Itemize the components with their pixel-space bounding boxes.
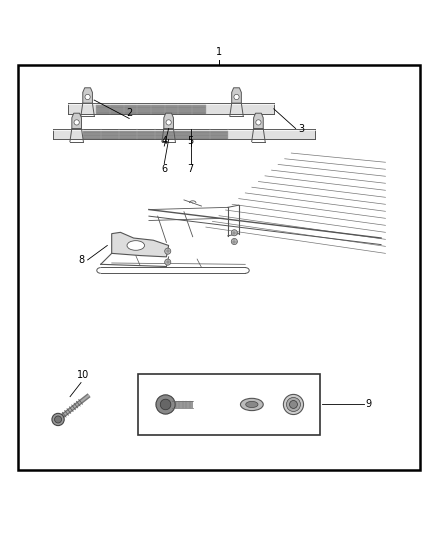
Text: 8: 8 [78, 255, 84, 265]
Bar [138, 374, 320, 435]
Ellipse shape [246, 401, 258, 408]
Circle shape [156, 395, 175, 414]
Circle shape [290, 400, 297, 408]
Bar [206, 103, 274, 114]
Bar [228, 128, 315, 140]
Circle shape [234, 94, 239, 100]
Circle shape [231, 238, 237, 245]
Bar [83, 129, 228, 139]
Circle shape [283, 394, 304, 415]
Circle shape [286, 398, 300, 411]
Text: 2: 2 [126, 108, 132, 118]
Text: 4: 4 [161, 136, 167, 146]
Text: 5: 5 [187, 136, 194, 146]
Circle shape [74, 120, 79, 125]
Text: 9: 9 [366, 399, 372, 409]
Ellipse shape [240, 398, 263, 410]
Circle shape [85, 94, 90, 100]
Bar [172, 400, 193, 408]
Circle shape [165, 259, 171, 265]
Polygon shape [112, 232, 169, 257]
Polygon shape [72, 113, 81, 128]
Polygon shape [164, 113, 173, 128]
Bar [96, 103, 206, 114]
Circle shape [166, 120, 171, 125]
Circle shape [55, 416, 62, 423]
Bar [53, 128, 83, 140]
Circle shape [52, 413, 64, 426]
Ellipse shape [127, 241, 145, 251]
Polygon shape [254, 113, 263, 128]
Text: 7: 7 [187, 164, 194, 174]
Text: 3: 3 [298, 124, 304, 134]
Circle shape [165, 248, 171, 254]
Circle shape [160, 399, 171, 410]
Text: 6: 6 [161, 164, 167, 174]
Text: 1: 1 [216, 47, 222, 57]
Text: 10: 10 [77, 370, 89, 381]
Circle shape [256, 120, 261, 125]
Polygon shape [83, 88, 92, 103]
Polygon shape [232, 88, 241, 103]
Bar [68, 103, 96, 114]
Circle shape [231, 230, 237, 236]
